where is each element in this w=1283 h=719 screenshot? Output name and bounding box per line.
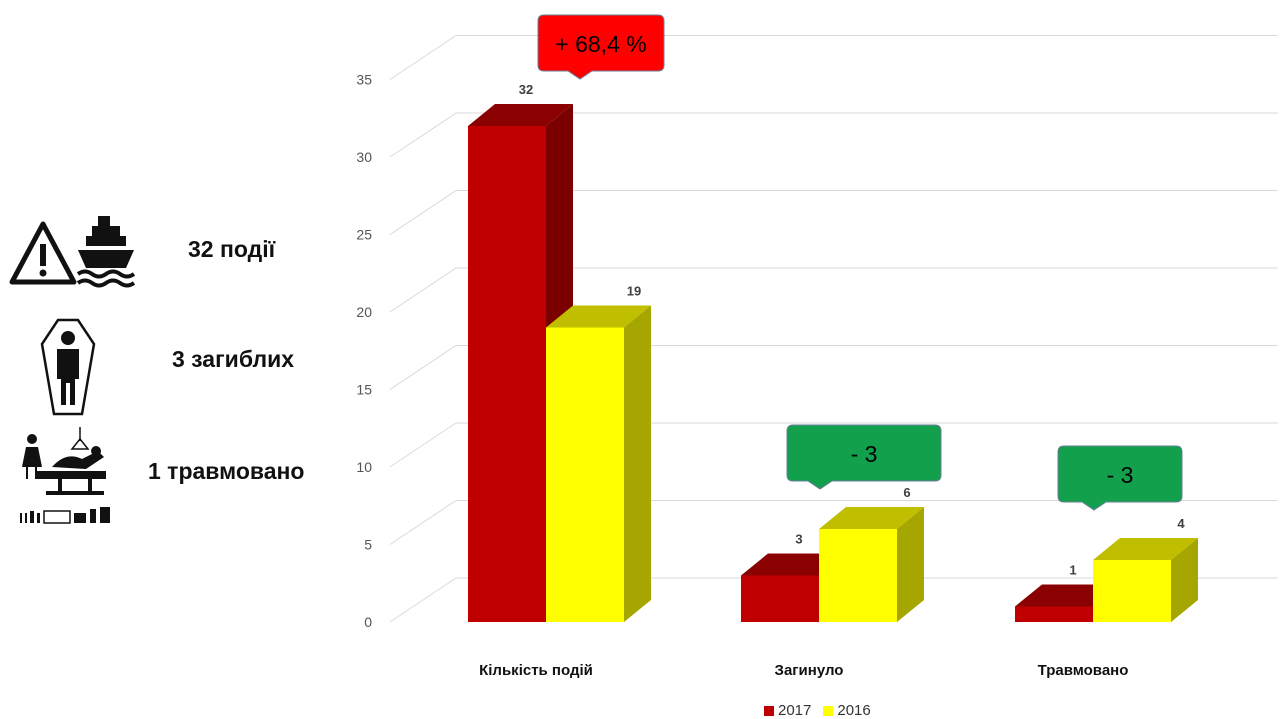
bar-front: [1015, 606, 1093, 622]
coffin-person-icon: [40, 318, 96, 416]
bar-top: [1093, 538, 1198, 560]
gridline-diagonal: [389, 35, 457, 80]
y-tick-label: 5: [364, 537, 372, 553]
bar-2016-2: [1093, 538, 1198, 622]
gridline-diagonal: [389, 267, 457, 313]
data-label: 4: [1177, 516, 1185, 531]
callout-1: - 3: [786, 424, 942, 490]
y-tick-label: 0: [364, 614, 372, 630]
bar-front: [546, 327, 624, 622]
legend-swatch-2016: [823, 705, 834, 716]
bar-side: [624, 305, 651, 622]
data-label: 1: [1069, 563, 1076, 578]
y-tick-label: 10: [356, 459, 372, 475]
legend-label-2016: 2016: [837, 702, 871, 719]
bar-top: [819, 507, 924, 529]
bar-side: [1171, 538, 1198, 622]
bar-top: [546, 305, 651, 328]
stat-injured: 1 травмовано: [148, 458, 305, 484]
callout-2: - 3: [1057, 445, 1183, 511]
callout-shape: [537, 14, 665, 80]
bar-top: [468, 104, 573, 126]
bar-2016-0: [546, 305, 651, 622]
bar-front: [1093, 560, 1171, 622]
y-tick-label: 20: [356, 304, 372, 320]
warning-ship-icon: [9, 216, 136, 288]
x-tick-label: Кількість подій: [479, 662, 593, 679]
data-label: 19: [627, 284, 641, 299]
data-label: 6: [903, 485, 910, 500]
callout-0: + 68,4 %: [537, 14, 665, 80]
y-tick-label: 35: [356, 72, 372, 88]
bar-front: [741, 575, 819, 622]
stat-events: 32 події: [188, 236, 276, 262]
bar-front: [468, 126, 546, 622]
callout-text: - 3: [1107, 462, 1134, 488]
gridline-diagonal: [389, 345, 457, 390]
bar-front: [819, 529, 897, 622]
gridline-diagonal: [389, 577, 457, 623]
legend-label-2017: 2017: [778, 702, 812, 719]
hospital-bed-icon: [20, 427, 110, 524]
gridline-diagonal: [389, 500, 457, 545]
callout-text: - 3: [851, 441, 878, 467]
stat-deaths: 3 загиблих: [172, 346, 294, 372]
y-tick-label: 25: [356, 227, 372, 243]
callout-shape: [786, 424, 942, 490]
x-tick-label: Загинуло: [775, 662, 844, 679]
chart-legend: 2017 2016: [764, 702, 871, 719]
data-label: 3: [795, 532, 802, 547]
callout-shape: [1057, 445, 1183, 511]
gridline-diagonal: [389, 190, 457, 235]
legend-swatch-2017: [764, 705, 774, 716]
x-tick-label: Травмовано: [1038, 662, 1129, 679]
y-tick-label: 30: [356, 149, 372, 165]
gridline-diagonal: [389, 112, 457, 158]
bar-2016-1: [819, 507, 924, 622]
y-tick-label: 15: [356, 382, 372, 398]
callout-text: + 68,4 %: [555, 31, 646, 57]
gridline-diagonal: [389, 422, 457, 468]
data-label: 32: [519, 82, 533, 97]
bar-side: [897, 507, 924, 622]
